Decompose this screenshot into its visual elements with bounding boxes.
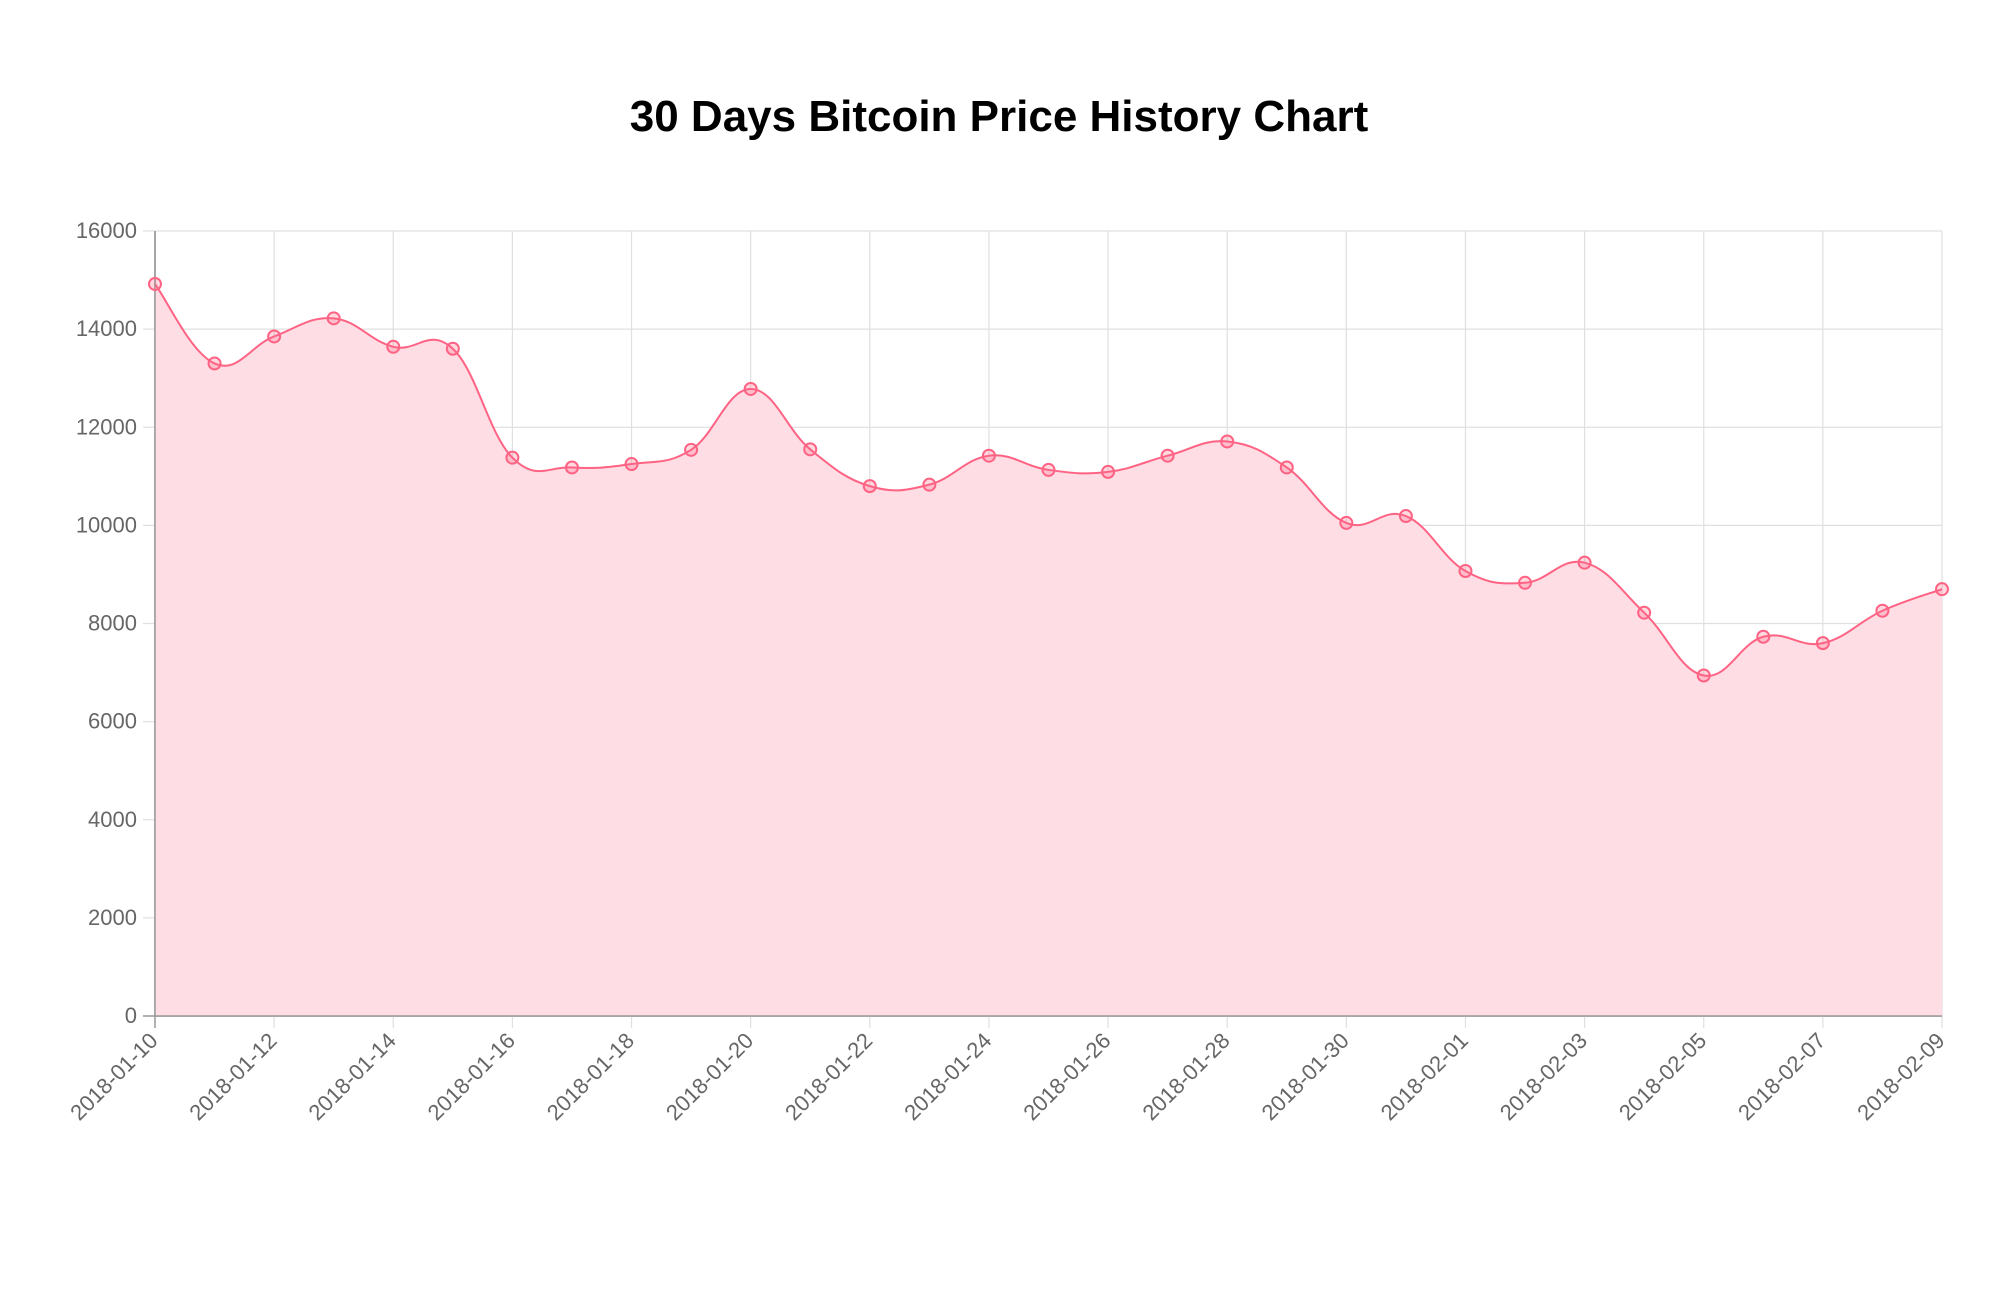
- data-point[interactable]: [1279, 460, 1294, 475]
- x-tick-label: 2018-01-24: [899, 1028, 996, 1125]
- x-tick-label: 2018-02-03: [1495, 1028, 1592, 1125]
- data-point[interactable]: [624, 457, 639, 472]
- y-tick-label: 10000: [76, 512, 137, 537]
- data-point[interactable]: [1339, 515, 1354, 530]
- x-tick-label: 2018-01-20: [661, 1028, 758, 1125]
- data-point[interactable]: [505, 450, 520, 465]
- x-tick-label: 2018-01-14: [304, 1028, 401, 1125]
- x-tick-label: 2018-01-22: [780, 1028, 877, 1125]
- data-point[interactable]: [1875, 603, 1890, 618]
- data-point[interactable]: [1935, 582, 1949, 597]
- price-series-line: [154, 283, 1943, 677]
- data-point[interactable]: [564, 460, 579, 475]
- data-point[interactable]: [684, 442, 699, 457]
- x-tick-label: 2018-02-05: [1614, 1028, 1711, 1125]
- data-point[interactable]: [1756, 629, 1771, 644]
- y-tick-label: 12000: [76, 414, 137, 439]
- x-tick-label: 2018-01-30: [1257, 1028, 1354, 1125]
- data-point[interactable]: [326, 311, 341, 326]
- data-point[interactable]: [445, 341, 460, 356]
- data-point[interactable]: [1041, 462, 1056, 477]
- x-tick-label: 2018-01-26: [1018, 1028, 1115, 1125]
- data-point[interactable]: [148, 276, 162, 291]
- data-point[interactable]: [743, 381, 758, 396]
- data-point[interactable]: [803, 442, 818, 457]
- point-layer: [148, 276, 1949, 683]
- y-tick-label: 0: [125, 1003, 137, 1028]
- data-point[interactable]: [1518, 575, 1533, 590]
- data-point[interactable]: [862, 479, 877, 494]
- y-tick-label: 4000: [88, 807, 137, 832]
- data-point[interactable]: [1160, 448, 1175, 463]
- x-tick-label: 2018-01-18: [542, 1028, 639, 1125]
- x-tick-label: 2018-01-10: [65, 1028, 162, 1125]
- x-tick-label: 2018-02-09: [1852, 1028, 1949, 1125]
- area-layer: [154, 283, 1943, 1016]
- data-point[interactable]: [981, 448, 996, 463]
- axis-layer: [154, 231, 1942, 1017]
- y-tick-label: 16000: [76, 218, 137, 243]
- price-area-fill: [155, 283, 1942, 1016]
- data-point[interactable]: [386, 339, 401, 354]
- data-point[interactable]: [922, 477, 937, 492]
- y-tick-label: 14000: [76, 316, 137, 341]
- chart-title: 30 Days Bitcoin Price History Chart: [629, 92, 1369, 141]
- y-tick-label: 6000: [88, 709, 137, 734]
- data-point[interactable]: [1577, 555, 1592, 570]
- x-tick-label: 2018-01-12: [184, 1028, 281, 1125]
- x-tick-label: 2018-02-01: [1376, 1028, 1473, 1125]
- data-point[interactable]: [1458, 564, 1473, 579]
- y-tick-label: 2000: [88, 905, 137, 930]
- data-point[interactable]: [267, 329, 282, 344]
- x-tick-label: 2018-01-28: [1137, 1028, 1234, 1125]
- y-tick-label: 8000: [88, 611, 137, 636]
- data-point[interactable]: [1637, 605, 1652, 620]
- x-tick-label: 2018-01-16: [423, 1028, 520, 1125]
- data-point[interactable]: [1398, 509, 1413, 524]
- data-point[interactable]: [1101, 464, 1116, 479]
- data-point[interactable]: [1815, 636, 1830, 651]
- data-point[interactable]: [1220, 434, 1235, 449]
- x-tick-label: 2018-02-07: [1733, 1028, 1830, 1125]
- data-point[interactable]: [1696, 668, 1711, 683]
- data-point[interactable]: [207, 356, 222, 371]
